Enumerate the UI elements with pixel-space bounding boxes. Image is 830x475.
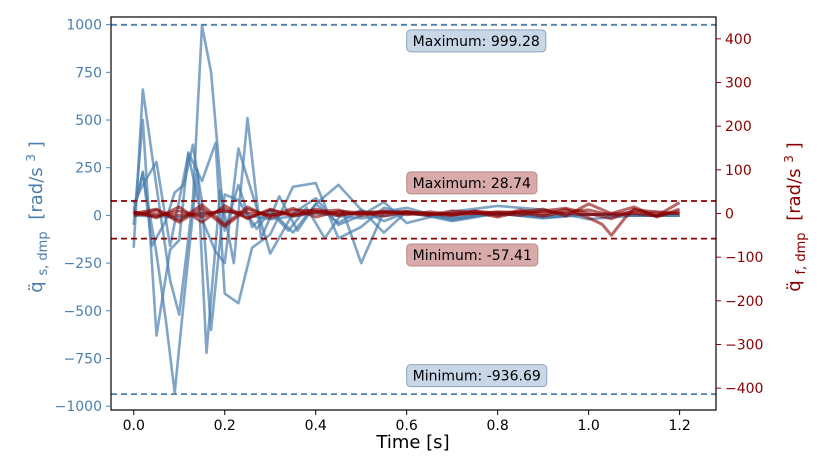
- left-axis-title: q̈ s, dmp [rad/s 3 ]: [19, 141, 52, 293]
- left-series-line-3: [132, 118, 680, 337]
- annotation-3: Minimum: -57.41: [406, 243, 539, 267]
- right-tick-label: −100: [725, 250, 763, 266]
- right-axis-series-group: [133, 201, 681, 237]
- left-tick-label: 250: [75, 161, 102, 177]
- left-tick-label: −1000: [55, 399, 102, 415]
- right-tick-label: 300: [725, 76, 752, 92]
- right-axis-title-unit-close: ]: [784, 142, 805, 149]
- x-tick-label: 0.6: [396, 418, 418, 434]
- annotation-text: Maximum: 28.74: [413, 176, 531, 192]
- reference-lines-group: [111, 23, 716, 396]
- left-series-line-1: [132, 24, 680, 316]
- x-tick-label: 1.2: [668, 418, 690, 434]
- left-axis-title-text: q̈ s, dmp [rad/s 3 ]: [19, 141, 52, 293]
- x-tick-label: 0.4: [305, 418, 327, 434]
- annotation-text: Minimum: -57.41: [413, 248, 532, 264]
- left-tick-label: 750: [75, 65, 102, 81]
- right-tick-label: −300: [725, 338, 763, 354]
- annotation-box: [406, 364, 548, 388]
- annotation-text: Maximum: 999.28: [413, 34, 540, 50]
- left-tick-label: −500: [64, 304, 102, 320]
- annotation-2: Maximum: 28.74: [406, 171, 538, 195]
- right-axis-title-text: q̈ f, dmp [rad/s 3 ]: [777, 142, 810, 291]
- right-tick-label: −400: [725, 381, 763, 397]
- annotation-box: [406, 171, 538, 195]
- left-axis-title-symbol: q̈: [26, 281, 47, 292]
- x-axis-ticks: 0.0 0.2 0.4 0.6 0.8 1.0 1.2: [123, 410, 691, 434]
- right-series-line-4: [133, 207, 680, 220]
- right-tick-label: 0: [725, 207, 734, 223]
- left-axis-title-subscript: s, dmp: [36, 231, 51, 275]
- left-tick-label: 1000: [66, 18, 102, 34]
- left-axis-title-unit-close: ]: [26, 141, 47, 148]
- right-axis-title-subscript: f, dmp: [794, 233, 809, 275]
- right-axis-title-unit-superscript: 3: [782, 155, 796, 163]
- x-tick-label: 0.0: [123, 418, 145, 434]
- x-tick-label: 0.2: [214, 418, 236, 434]
- annotation-4: Minimum: -936.69: [406, 364, 548, 388]
- x-tick-label: 0.8: [487, 418, 509, 434]
- left-y-axis-ticks: 1000 750 500 250 0 −250 −500 −750 −1000: [55, 18, 111, 415]
- right-tick-label: 100: [725, 163, 752, 179]
- annotations-group: Maximum: 999.28 Maximum: 28.74 Minimum: -5…: [406, 29, 548, 388]
- annotation-box: [406, 243, 539, 267]
- left-tick-label: 0: [93, 208, 102, 224]
- right-series-line-5: [133, 209, 680, 217]
- left-axis-title-unit: [rad/s: [26, 167, 47, 219]
- right-tick-label: −200: [725, 294, 763, 310]
- annotation-text: Minimum: -936.69: [413, 369, 541, 385]
- right-axis-title: q̈ f, dmp [rad/s 3 ]: [777, 142, 810, 291]
- annotation-box: [406, 29, 547, 53]
- right-tick-label: 400: [725, 32, 752, 48]
- right-tick-label: 200: [725, 119, 752, 135]
- x-tick-label: 1.0: [577, 418, 599, 434]
- right-axis-title-symbol: q̈: [784, 280, 805, 291]
- left-tick-label: 500: [75, 113, 102, 129]
- annotation-1: Maximum: 999.28: [406, 29, 547, 53]
- right-axis-title-unit: [rad/s: [784, 168, 805, 220]
- left-tick-label: −250: [64, 256, 102, 272]
- right-y-axis-ticks: 400 300 200 100 0 −100 −200 −300 −400: [716, 32, 763, 397]
- left-tick-label: −750: [64, 351, 102, 367]
- x-axis-title: Time [s]: [375, 432, 449, 453]
- left-axis-title-unit-superscript: 3: [24, 154, 38, 162]
